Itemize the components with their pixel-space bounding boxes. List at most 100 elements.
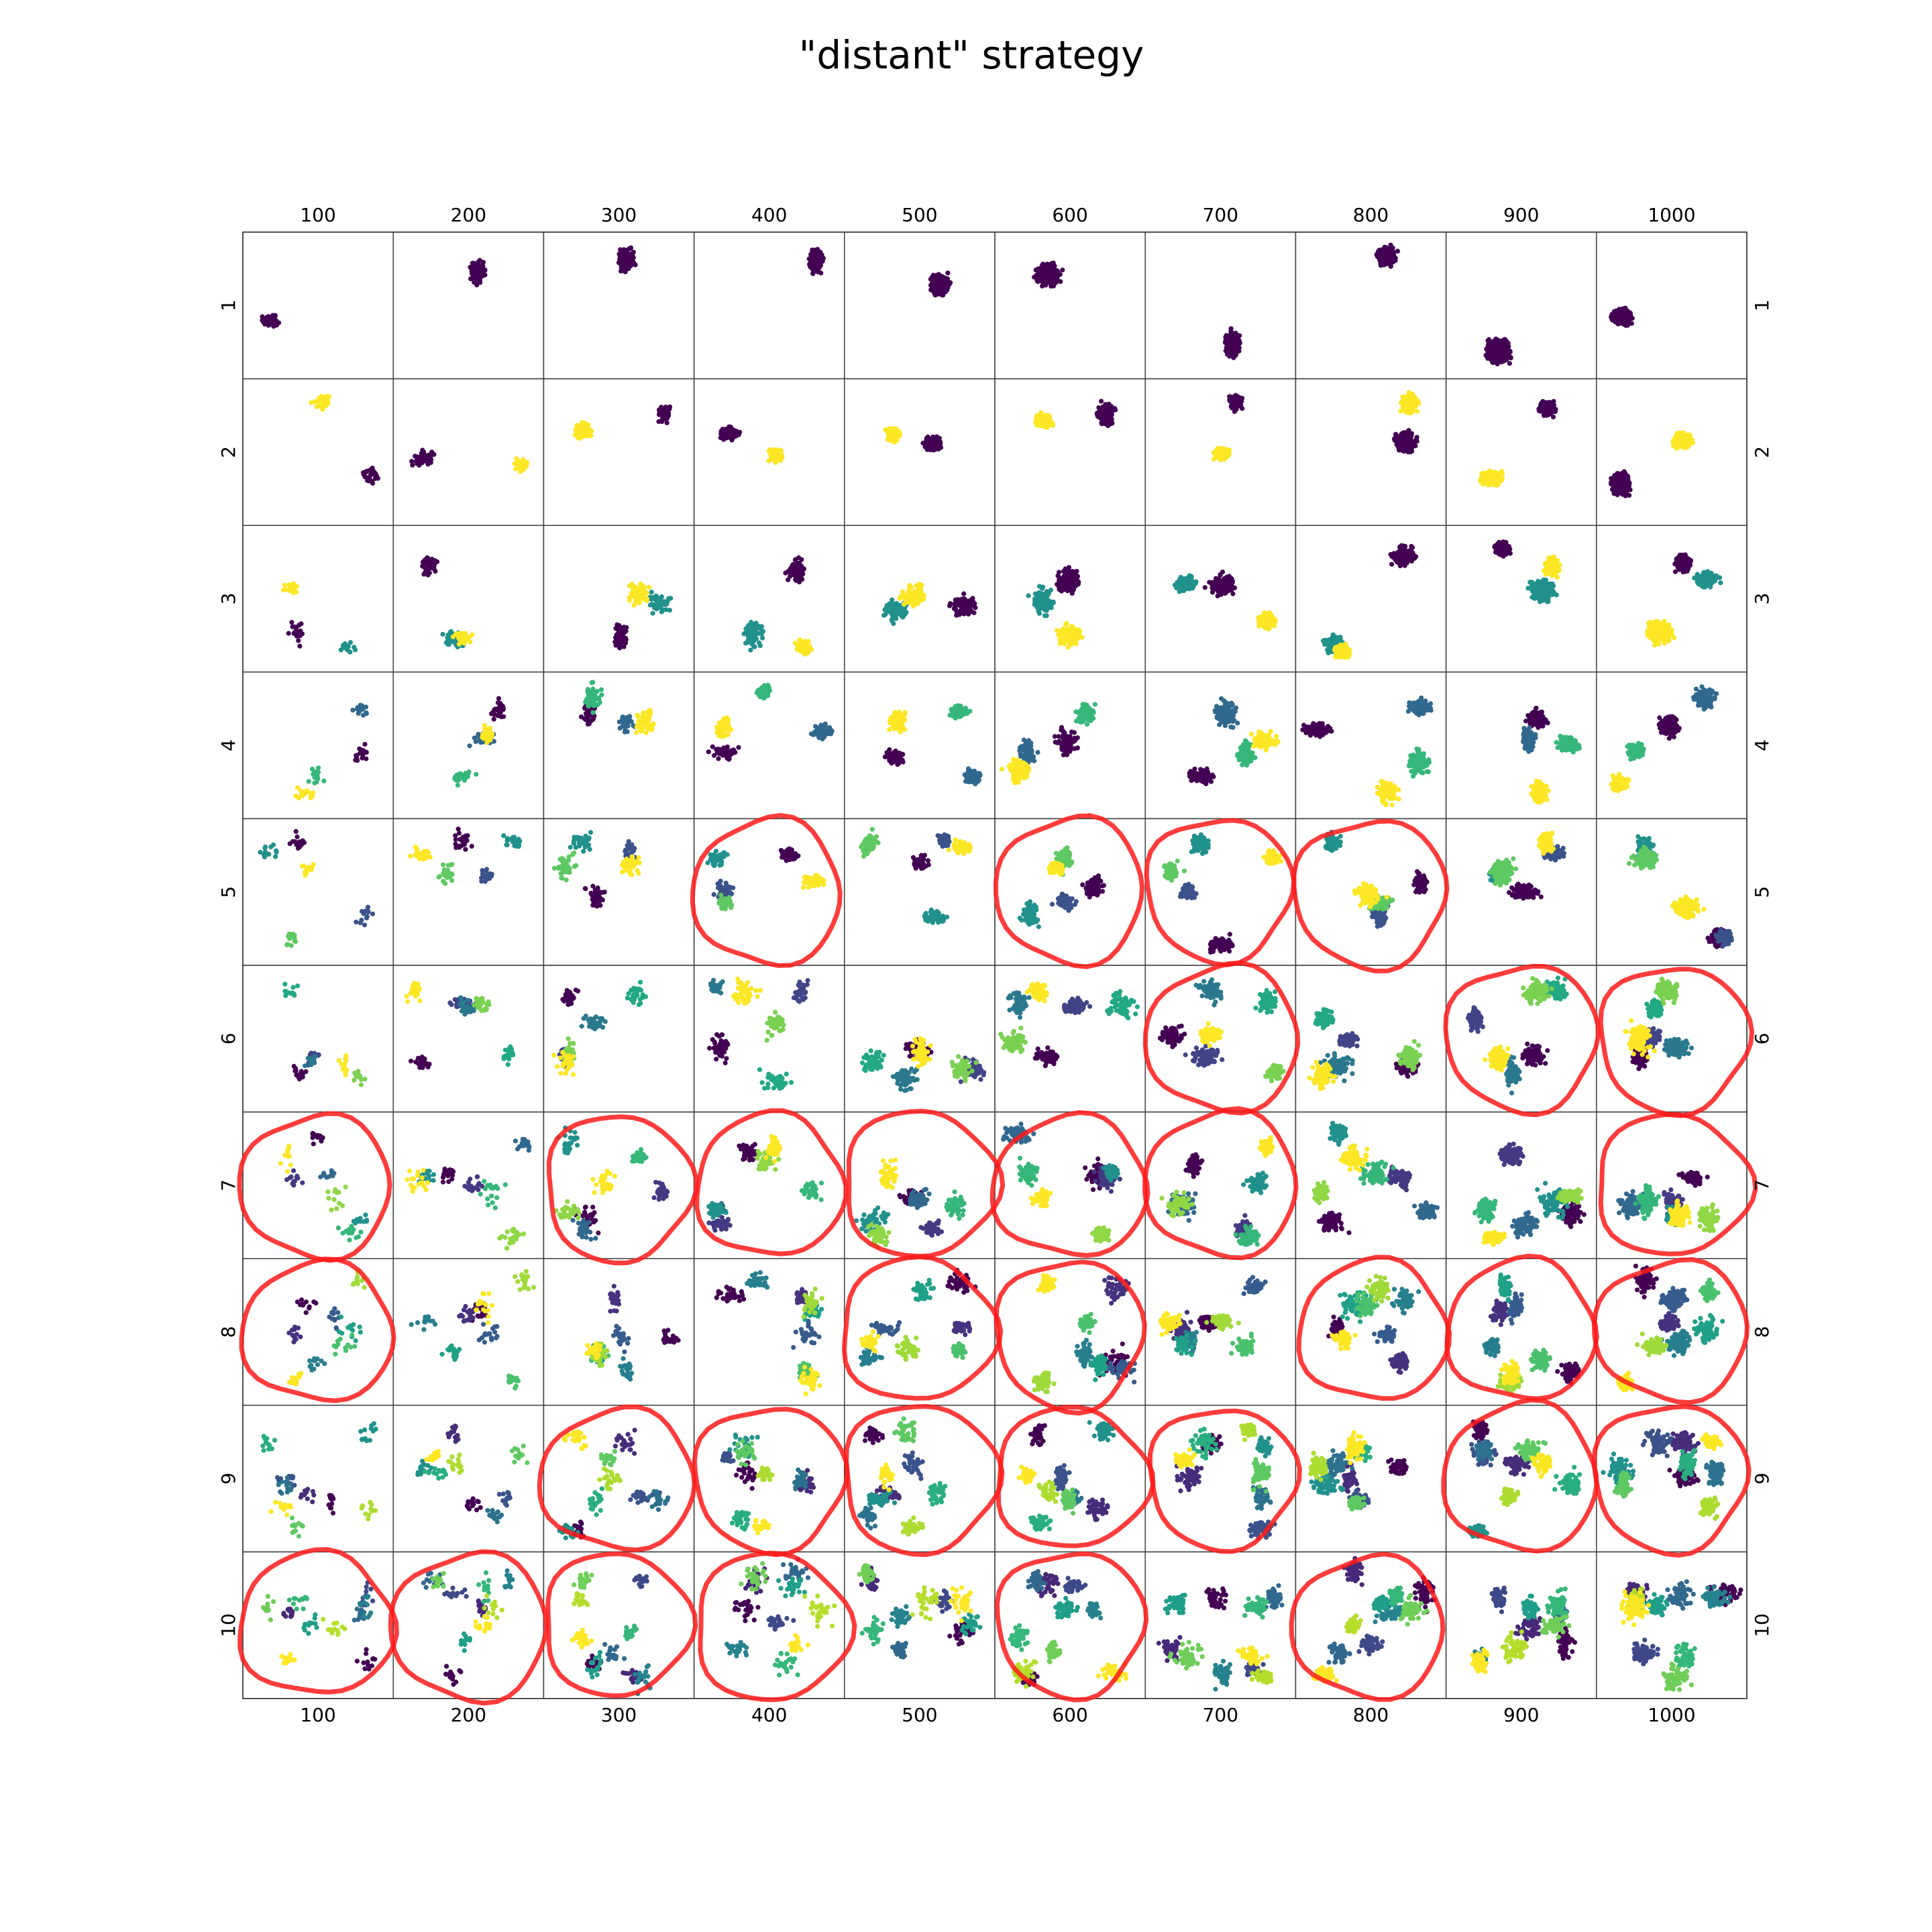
data-point <box>934 434 939 439</box>
data-point <box>629 259 633 264</box>
data-point <box>1228 352 1233 357</box>
data-point <box>1625 314 1630 319</box>
data-point <box>1108 419 1112 424</box>
data-point <box>935 283 940 288</box>
data-point <box>616 260 621 265</box>
data-point <box>1058 272 1063 277</box>
data-point <box>1051 281 1055 286</box>
data-point <box>1108 412 1112 417</box>
data-point <box>1098 412 1103 417</box>
data-point <box>474 270 479 275</box>
data-point <box>937 290 942 295</box>
data-point <box>368 468 372 472</box>
data-point <box>366 478 371 483</box>
data-point <box>317 399 322 404</box>
data-point <box>479 264 484 269</box>
data-point <box>816 260 821 265</box>
data-point <box>1391 250 1396 255</box>
data-point <box>578 429 583 434</box>
data-point <box>769 458 773 462</box>
data-point <box>936 276 941 280</box>
data-point <box>1228 345 1232 350</box>
data-point <box>478 258 482 262</box>
data-point <box>1381 254 1386 258</box>
data-point <box>1505 343 1510 347</box>
data-point <box>1034 273 1038 278</box>
data-point <box>1112 406 1117 411</box>
data-point <box>892 432 897 437</box>
data-point <box>1236 334 1241 339</box>
data-point <box>519 462 524 467</box>
data-point <box>929 439 934 443</box>
data-point <box>1232 352 1237 357</box>
data-point <box>373 471 378 476</box>
data-point <box>470 275 475 280</box>
data-point <box>724 428 729 433</box>
data-point <box>1489 354 1493 359</box>
data-point <box>1507 361 1512 366</box>
data-point <box>471 266 476 271</box>
data-point <box>586 423 590 427</box>
data-point <box>729 425 733 429</box>
data-point <box>474 282 479 287</box>
data-point <box>777 458 782 462</box>
data-point <box>1497 343 1502 348</box>
data-point <box>431 452 436 457</box>
data-point <box>1232 339 1236 344</box>
data-point <box>932 445 937 450</box>
data-point <box>810 271 815 276</box>
data-point <box>812 248 817 252</box>
data-point <box>1044 413 1049 418</box>
data-point <box>410 463 415 468</box>
data-point <box>1614 309 1619 313</box>
data-point <box>1101 417 1106 421</box>
data-point <box>1619 320 1623 325</box>
data-point <box>628 246 633 251</box>
data-point <box>319 405 323 409</box>
data-point <box>883 427 888 432</box>
data-point <box>767 447 772 452</box>
data-point <box>1236 339 1240 343</box>
data-point <box>625 258 629 263</box>
data-point <box>814 264 819 269</box>
data-point <box>1103 422 1108 427</box>
data-point <box>897 433 902 438</box>
data-point <box>1048 420 1053 425</box>
data-point <box>773 460 777 465</box>
data-point <box>1617 316 1622 321</box>
data-point <box>1038 267 1043 272</box>
data-point <box>1490 349 1495 354</box>
data-point <box>776 451 781 455</box>
data-point <box>270 319 275 323</box>
data-point <box>309 400 313 405</box>
data-point <box>415 458 420 462</box>
data-point <box>1229 326 1234 331</box>
data-point <box>730 437 735 441</box>
data-point <box>578 436 582 441</box>
data-point <box>513 466 518 471</box>
data-point <box>1034 278 1039 283</box>
data-point <box>1226 340 1230 345</box>
data-point <box>924 441 928 446</box>
data-point <box>1389 264 1393 269</box>
data-point <box>1228 335 1233 339</box>
data-point <box>631 250 636 254</box>
data-point <box>514 456 519 461</box>
data-point <box>417 463 421 468</box>
data-point <box>725 435 730 440</box>
data-point <box>625 251 629 256</box>
data-point <box>263 319 268 324</box>
data-point <box>659 410 663 415</box>
data-point <box>1050 262 1055 267</box>
data-point <box>631 254 635 259</box>
data-point <box>1060 268 1065 272</box>
data-point <box>945 270 950 275</box>
data-point <box>931 286 936 291</box>
data-point <box>1034 423 1039 427</box>
data-point <box>470 261 475 266</box>
data-point <box>812 259 817 264</box>
data-point <box>618 256 623 261</box>
data-point <box>1099 399 1104 404</box>
